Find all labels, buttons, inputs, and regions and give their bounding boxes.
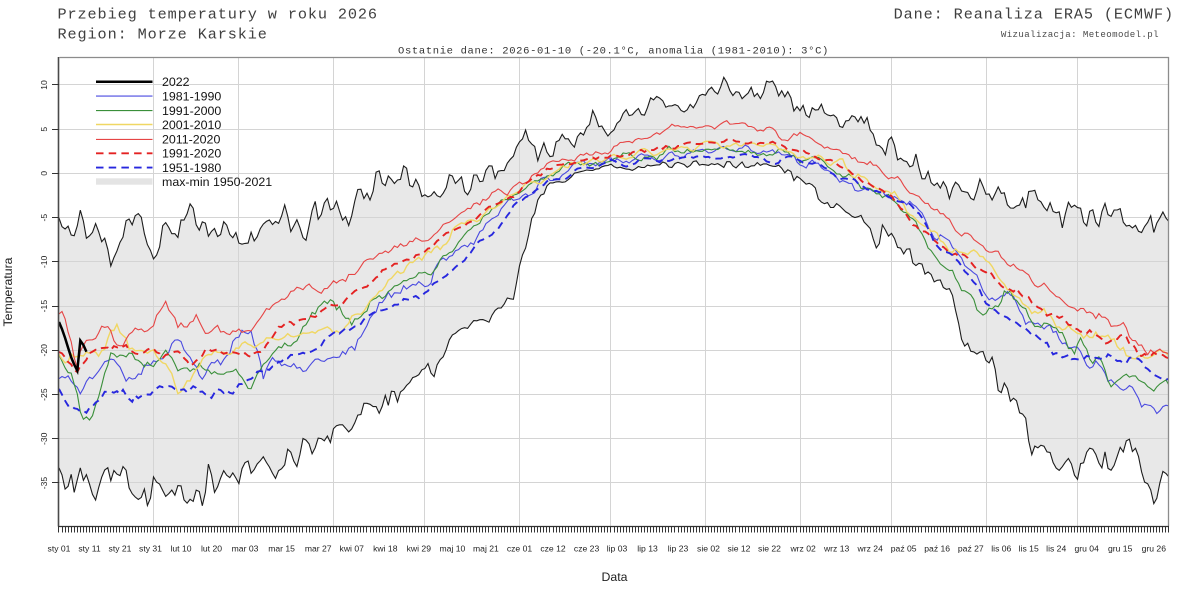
svg-text:wrz 13: wrz 13	[823, 544, 850, 554]
svg-text:mar 15: mar 15	[268, 544, 295, 554]
svg-text:2001-2010: 2001-2010	[162, 118, 221, 132]
svg-text:-15: -15	[39, 300, 49, 313]
svg-text:0: 0	[39, 171, 49, 176]
svg-text:lip 23: lip 23	[668, 544, 689, 554]
svg-text:kwi 18: kwi 18	[373, 544, 398, 554]
svg-text:1951-1980: 1951-1980	[162, 161, 221, 175]
svg-text:wrz 02: wrz 02	[789, 544, 816, 554]
svg-text:1991-2020: 1991-2020	[162, 147, 221, 161]
svg-text:sty 21: sty 21	[109, 544, 132, 554]
svg-text:Wizualizacja: Meteomodel.pl: Wizualizacja: Meteomodel.pl	[1001, 29, 1159, 40]
svg-text:max-min 1950-2021: max-min 1950-2021	[162, 175, 272, 189]
svg-text:Przebieg temperatury w roku 20: Przebieg temperatury w roku 2026	[58, 5, 378, 23]
svg-text:gru 04: gru 04	[1075, 544, 1100, 554]
svg-text:10: 10	[39, 80, 49, 90]
svg-text:-35: -35	[39, 477, 49, 490]
svg-text:sty 31: sty 31	[139, 544, 162, 554]
svg-text:mar 27: mar 27	[305, 544, 332, 554]
svg-text:lut 20: lut 20	[201, 544, 222, 554]
svg-text:Ostatnie dane: 2026-01-10 (-20: Ostatnie dane: 2026-01-10 (-20.1°C, anom…	[398, 46, 829, 58]
svg-text:paź 05: paź 05	[891, 544, 917, 554]
svg-text:1981-1990: 1981-1990	[162, 89, 221, 103]
svg-text:lis 15: lis 15	[1019, 544, 1039, 554]
svg-text:-30: -30	[39, 432, 49, 445]
svg-text:cze 12: cze 12	[540, 544, 566, 554]
svg-text:cze 23: cze 23	[574, 544, 600, 554]
svg-text:sie 12: sie 12	[728, 544, 751, 554]
svg-text:wrz 24: wrz 24	[857, 544, 884, 554]
svg-text:cze 01: cze 01	[507, 544, 533, 554]
svg-text:lip 13: lip 13	[637, 544, 658, 554]
svg-text:sie 02: sie 02	[697, 544, 720, 554]
svg-text:paź 16: paź 16	[924, 544, 950, 554]
svg-text:kwi 29: kwi 29	[407, 544, 432, 554]
svg-text:2011-2020: 2011-2020	[162, 133, 220, 147]
svg-text:lis 24: lis 24	[1046, 544, 1066, 554]
svg-text:lip 03: lip 03	[607, 544, 628, 554]
svg-text:Temperatura: Temperatura	[1, 257, 15, 326]
svg-text:-20: -20	[39, 344, 49, 357]
svg-text:sty 01: sty 01	[48, 544, 71, 554]
svg-text:2022: 2022	[162, 75, 190, 89]
svg-text:gru 26: gru 26	[1142, 544, 1167, 554]
svg-text:-5: -5	[39, 214, 49, 222]
svg-text:kwi 07: kwi 07	[340, 544, 365, 554]
svg-text:-25: -25	[39, 388, 49, 401]
svg-text:Data: Data	[602, 570, 628, 584]
svg-text:5: 5	[39, 127, 49, 132]
svg-text:lut 10: lut 10	[170, 544, 191, 554]
svg-text:mar 03: mar 03	[232, 544, 259, 554]
svg-text:paź 27: paź 27	[958, 544, 984, 554]
svg-text:-10: -10	[39, 255, 49, 268]
svg-text:sty 11: sty 11	[78, 544, 101, 554]
svg-text:maj 10: maj 10	[440, 544, 466, 554]
svg-text:1991-2000: 1991-2000	[162, 104, 221, 118]
svg-text:sie 22: sie 22	[758, 544, 781, 554]
svg-text:Dane: Reanaliza ERA5 (ECMWF): Dane: Reanaliza ERA5 (ECMWF)	[894, 5, 1174, 23]
svg-text:Region: Morze Karskie: Region: Morze Karskie	[58, 26, 268, 44]
svg-text:lis 06: lis 06	[991, 544, 1011, 554]
svg-text:gru 15: gru 15	[1108, 544, 1133, 554]
svg-text:maj 21: maj 21	[473, 544, 499, 554]
